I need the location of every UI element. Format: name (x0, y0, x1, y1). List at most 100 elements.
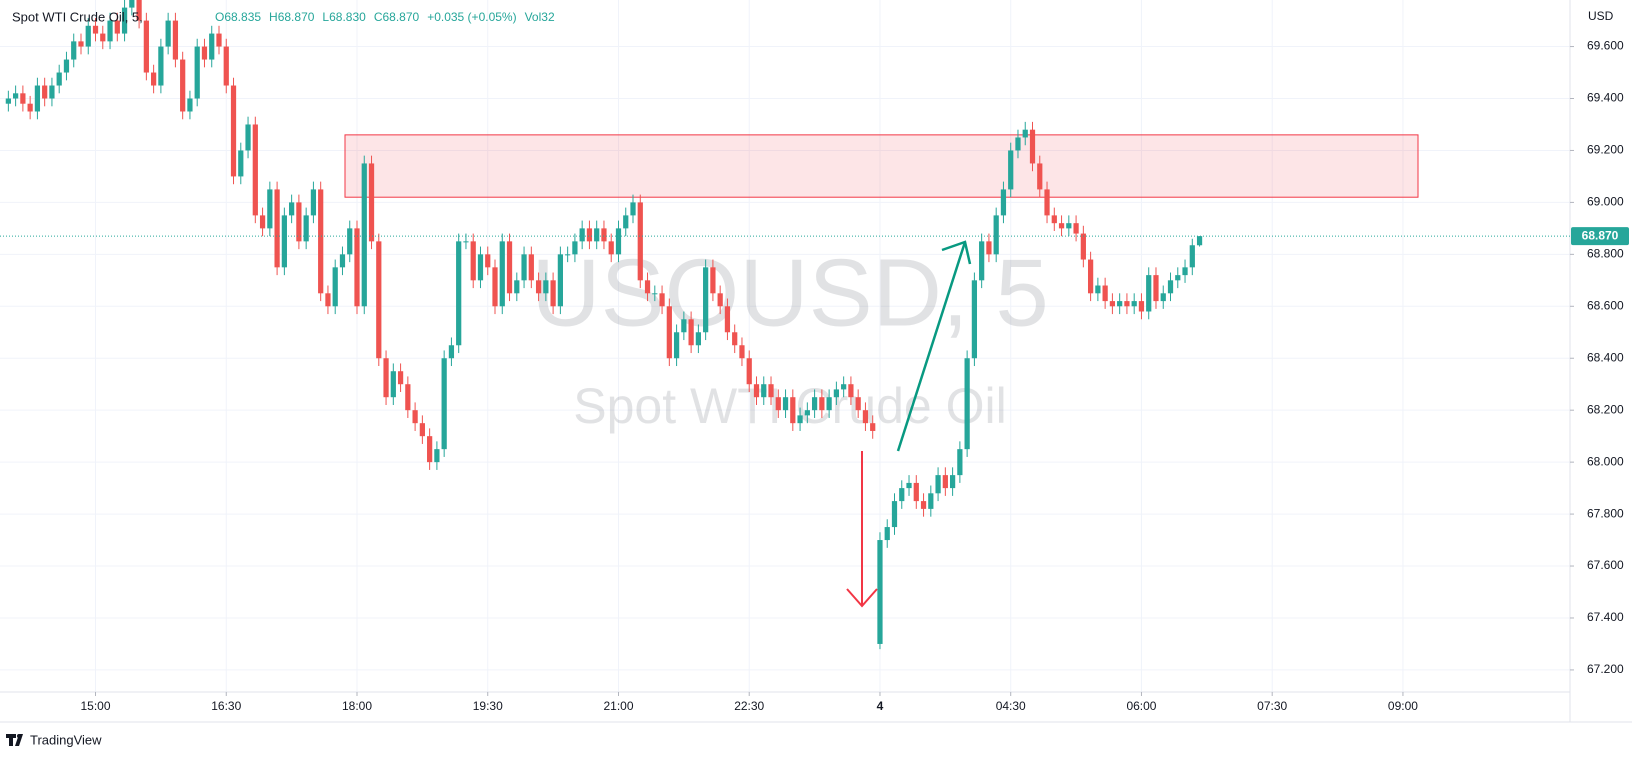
legend-item: O68.835 (215, 10, 261, 24)
candle-body (361, 163, 367, 307)
candle-body (1022, 129, 1028, 138)
candle-body (797, 415, 803, 424)
candle-body (681, 319, 687, 333)
y-tick-label: 68.000 (1587, 454, 1624, 468)
candle-body (579, 228, 585, 242)
candle-body (659, 293, 665, 307)
x-tick-label: 07:30 (1257, 699, 1287, 713)
arrow-head (941, 240, 972, 265)
candle-body (928, 493, 934, 509)
candle-body (644, 280, 651, 294)
candle-body (347, 228, 353, 255)
x-tick-label: 06:00 (1126, 699, 1156, 713)
candle-body (1167, 280, 1174, 294)
candle-body (804, 410, 810, 416)
candle-body (463, 241, 469, 243)
candle-body (1015, 137, 1021, 151)
candle-body (870, 423, 876, 431)
candle-body (427, 436, 433, 463)
candle-body (1102, 285, 1108, 302)
candle-body (1175, 275, 1181, 281)
candle-body (187, 98, 193, 112)
y-tick-label: 69.200 (1587, 143, 1624, 157)
candle-body (782, 397, 789, 411)
candle-body (216, 33, 222, 47)
candle-body (434, 449, 440, 463)
x-tick-label: 04:30 (996, 699, 1026, 713)
candle-body (862, 410, 869, 424)
candle-body (143, 20, 149, 73)
candle-body (695, 332, 701, 346)
chart-title: Spot WTI Crude Oil, 5, (12, 9, 143, 24)
candle-body (151, 72, 157, 86)
candle-body (456, 241, 462, 346)
candle-body (49, 85, 55, 99)
candle-body (1131, 301, 1137, 307)
candle-body (158, 46, 164, 86)
candle-body (56, 72, 62, 86)
candle-body (13, 93, 19, 99)
y-tick-label: 69.000 (1587, 195, 1624, 209)
candle-body (746, 358, 752, 385)
candle-body (121, 7, 128, 34)
y-tick-label: 67.400 (1587, 610, 1624, 624)
y-tick-label: 68.800 (1587, 247, 1624, 261)
candle-body (1051, 215, 1057, 224)
candle-body (1000, 189, 1007, 216)
candle-body (325, 293, 331, 307)
candle-body (855, 397, 861, 411)
candle-body (303, 215, 309, 242)
candle-body (1196, 236, 1203, 246)
y-tick-label: 67.200 (1587, 662, 1624, 676)
candle-body (92, 25, 99, 34)
candle-body (601, 228, 607, 242)
candle-body (477, 254, 484, 281)
candle-body (71, 41, 77, 60)
brand: TradingView (6, 732, 102, 747)
candle-body (129, 0, 135, 8)
x-tick-label: 22:30 (734, 699, 764, 713)
candle-body (768, 384, 774, 398)
candle-body (172, 20, 179, 60)
x-tick-label: 15:00 (80, 699, 110, 713)
candle-body (521, 254, 527, 281)
candle-body (957, 449, 963, 476)
candle-body (318, 189, 324, 294)
candle-body (1182, 267, 1188, 276)
candle-body (630, 202, 636, 216)
candle-body (1109, 301, 1116, 307)
watermark-name: Spot WTI Crude Oil (573, 378, 1006, 434)
candle-body (114, 20, 120, 34)
legend-item: C68.870 (374, 10, 420, 24)
candle-body (550, 280, 556, 307)
brand-logo-dot (17, 734, 21, 738)
candle-body (848, 384, 854, 398)
candle-body (42, 85, 48, 99)
x-tick-label: 21:00 (603, 699, 633, 713)
candle-body (376, 241, 382, 359)
y-tick-label: 67.600 (1587, 558, 1624, 572)
candle-body (1037, 163, 1043, 190)
candle-body (986, 241, 992, 255)
candle-body (441, 358, 447, 450)
candle-body (1160, 293, 1166, 302)
candle-body (594, 228, 600, 242)
candle-body (753, 384, 760, 398)
legend-item: +0.035 (+0.05%) (427, 10, 516, 24)
y-tick-label: 68.600 (1587, 298, 1624, 312)
candle-body (949, 475, 956, 489)
candle-body (27, 103, 33, 112)
last-price-label: 68.870 (1582, 228, 1619, 242)
candle-body (615, 228, 622, 255)
candle-body (209, 33, 215, 60)
candle-body (717, 293, 723, 307)
candle-body (891, 501, 898, 528)
arrow-shaft (896, 241, 967, 452)
candle-body (332, 267, 338, 307)
candle-body (811, 397, 818, 411)
watermark-symbol: USOUSD, 5 (531, 239, 1048, 346)
candle-body (979, 241, 985, 281)
candle-body (514, 280, 520, 294)
candle-body (1095, 285, 1101, 294)
